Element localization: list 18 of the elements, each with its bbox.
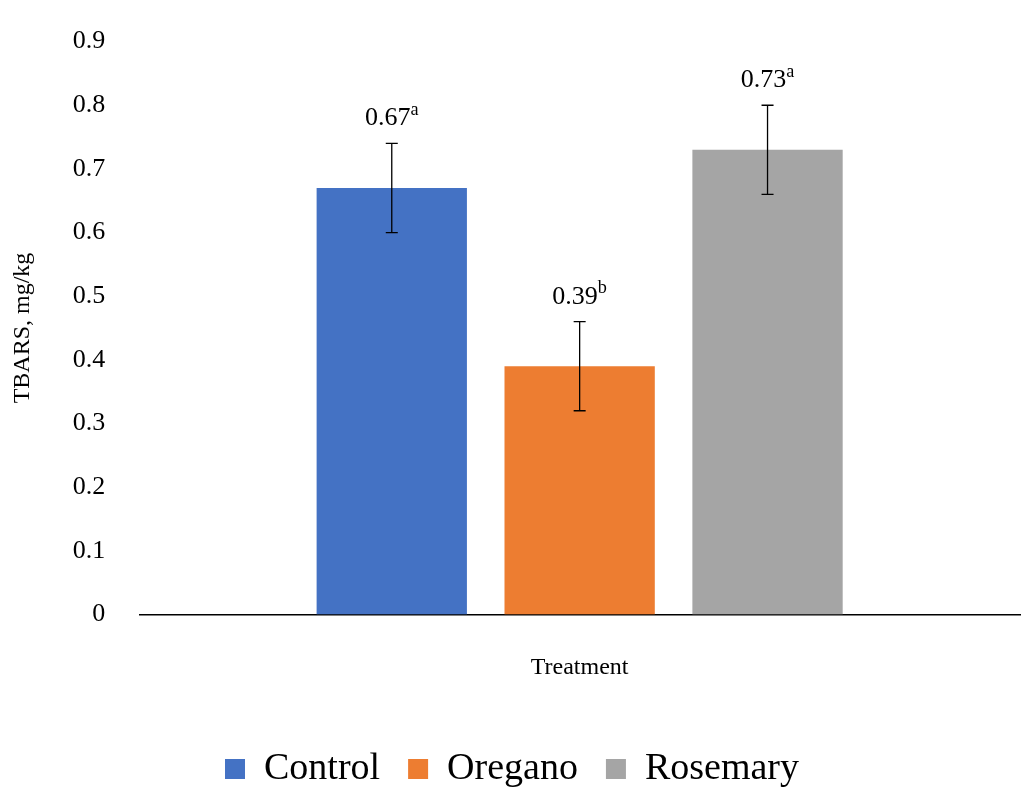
y-tick-label: 0.2 — [72, 470, 106, 500]
y-tick-label: 0.7 — [72, 152, 106, 182]
legend-label: Control — [263, 744, 381, 787]
y-axis-title: TBARS, mg/kg — [7, 252, 34, 404]
y-tick-label: 0.6 — [72, 216, 106, 246]
y-tick-label: 0 — [92, 598, 106, 628]
bar — [692, 149, 843, 615]
y-tick-label: 0.5 — [72, 280, 106, 310]
bar — [316, 187, 467, 615]
y-tick-label: 0.4 — [72, 343, 106, 373]
x-axis-title: Treatment — [530, 652, 629, 679]
y-tick-label: 0.1 — [72, 534, 106, 564]
y-tick-label: 0.9 — [72, 25, 106, 55]
legend-label: Rosemary — [644, 744, 800, 787]
legend-label: Oregano — [447, 744, 578, 787]
y-tick-label: 0.8 — [72, 89, 106, 119]
bar — [504, 366, 655, 615]
y-tick-label: 0.3 — [72, 407, 106, 437]
